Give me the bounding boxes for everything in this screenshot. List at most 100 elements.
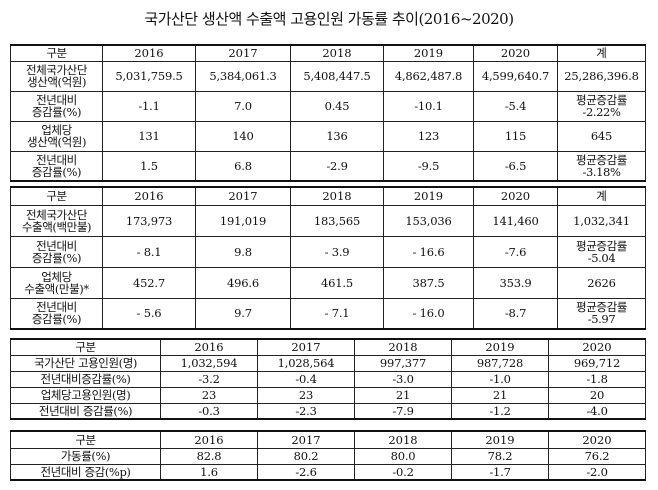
table-cell: -5.4 bbox=[473, 90, 558, 122]
table-cell: 131 bbox=[102, 120, 196, 152]
row-label: 업체당고용인원(명) bbox=[10, 386, 161, 404]
table-cell: 5,031,759.5 bbox=[102, 60, 196, 92]
table-row: 전체국가산단 생산액(억원) 5,031,759.5 5,384,061.3 5… bbox=[10, 60, 646, 92]
header-cell: 2017 bbox=[195, 186, 291, 206]
table-cell: 5,384,061.3 bbox=[195, 60, 291, 92]
table-cell: 387.5 bbox=[383, 266, 474, 299]
table-cell: 5,408,447.5 bbox=[290, 60, 384, 92]
row-label: 가동률(%) bbox=[10, 447, 161, 465]
table-cell: 1.5 bbox=[102, 150, 196, 182]
table-row: 전년대비 증감률(%) 1.5 6.8 -2.9 -9.5 -6.5 평균증감률… bbox=[10, 150, 646, 182]
table-header-row: 구분 2016 2017 2018 2019 2020 계 bbox=[10, 186, 646, 206]
table-row: 전년대비 증감률(%) -1.1 7.0 0.45 -10.1 -5.4 평균증… bbox=[10, 90, 646, 122]
header-cell: 2016 bbox=[102, 186, 196, 206]
table-cell: 20 bbox=[548, 386, 646, 404]
table-cell: 1,032,341 bbox=[557, 204, 646, 237]
table-cell: 78.2 bbox=[451, 447, 549, 465]
table-cell: 80.2 bbox=[257, 447, 355, 465]
header-cell: 2017 bbox=[195, 44, 291, 62]
table-cell: -10.1 bbox=[383, 90, 474, 122]
header-cell: 2019 bbox=[451, 430, 549, 449]
table-cell: 7.0 bbox=[195, 90, 291, 122]
row-label: 전년대비 증감(%p) bbox=[10, 463, 161, 481]
table-cell: 461.5 bbox=[290, 266, 384, 299]
table-row: 가동률(%) 82.8 80.2 80.0 78.2 76.2 bbox=[10, 447, 646, 465]
utilization-table: 구분 2016 2017 2018 2019 2020 가동률(%) 82.8 … bbox=[10, 430, 646, 481]
header-cell: 2020 bbox=[473, 44, 558, 62]
table-cell: 23 bbox=[160, 386, 258, 404]
table-cell: - 16.0 bbox=[383, 297, 474, 330]
header-cell: 2018 bbox=[354, 430, 452, 449]
header-cell: 2020 bbox=[473, 186, 558, 206]
table-cell: 1,032,594 bbox=[160, 354, 258, 372]
employment-table: 구분 2016 2017 2018 2019 2020 국가산단 고용인원(명)… bbox=[10, 338, 646, 420]
table-cell: 0.45 bbox=[290, 90, 384, 122]
table-cell: -1.8 bbox=[548, 370, 646, 388]
table-cell: -3.2 bbox=[160, 370, 258, 388]
table-cell: -3.0 bbox=[354, 370, 452, 388]
header-cell: 2017 bbox=[257, 430, 355, 449]
header-cell: 2016 bbox=[160, 430, 258, 449]
header-cell: 2020 bbox=[548, 338, 646, 356]
table-cell: 140 bbox=[195, 120, 291, 152]
table-cell: 997,377 bbox=[354, 354, 452, 372]
table-cell: -1.2 bbox=[451, 402, 549, 420]
row-label: 업체당 수출액(만불)* bbox=[10, 266, 103, 299]
table-cell: -0.3 bbox=[160, 402, 258, 420]
table-cell: 969,712 bbox=[548, 354, 646, 372]
row-label: 국가산단 고용인원(명) bbox=[10, 354, 161, 372]
row-label: 전체국가산단 수출액(백만불) bbox=[10, 204, 103, 237]
header-cell: 2016 bbox=[160, 338, 258, 356]
table-cell: 115 bbox=[473, 120, 558, 152]
table-cell: 987,728 bbox=[451, 354, 549, 372]
table-cell: 평균증감률 -5.04 bbox=[557, 235, 646, 268]
table-cell: 123 bbox=[383, 120, 474, 152]
table-cell: - 3.9 bbox=[290, 235, 384, 268]
table-cell: -6.5 bbox=[473, 150, 558, 182]
row-label: 전년대비 증감률(%) bbox=[10, 150, 103, 182]
table-cell: -7.6 bbox=[473, 235, 558, 268]
table-cell: - 7.1 bbox=[290, 297, 384, 330]
header-cell: 2017 bbox=[257, 338, 355, 356]
table-row: 업체당 생산액(억원) 131 140 136 123 115 645 bbox=[10, 120, 646, 152]
table-header-row: 구분 2016 2017 2018 2019 2020 bbox=[10, 338, 646, 356]
table-cell: 353.9 bbox=[473, 266, 558, 299]
table-cell: -0.4 bbox=[257, 370, 355, 388]
table-row: 국가산단 고용인원(명) 1,032,594 1,028,564 997,377… bbox=[10, 354, 646, 372]
table-cell: 645 bbox=[557, 120, 646, 152]
row-label: 전년대비 증감률(%) bbox=[10, 90, 103, 122]
row-label: 전년대비 증감률(%) bbox=[10, 235, 103, 268]
table-cell: 82.8 bbox=[160, 447, 258, 465]
table-cell: -2.3 bbox=[257, 402, 355, 420]
table-row: 전년대비증감률(%) -3.2 -0.4 -3.0 -1.0 -1.8 bbox=[10, 370, 646, 388]
table-cell: 평균증감률 -3.18% bbox=[557, 150, 646, 182]
header-cell: 2019 bbox=[383, 44, 474, 62]
exports-table: 구분 2016 2017 2018 2019 2020 계 전체국가산단 수출액… bbox=[10, 186, 646, 330]
row-label: 전년대비증감률(%) bbox=[10, 370, 161, 388]
header-cell: 2019 bbox=[383, 186, 474, 206]
table-cell: - 5.6 bbox=[102, 297, 196, 330]
table-cell: 80.0 bbox=[354, 447, 452, 465]
table-cell: -9.5 bbox=[383, 150, 474, 182]
table-row: 전체국가산단 수출액(백만불) 173,973 191,019 183,565 … bbox=[10, 204, 646, 237]
table-row: 업체당고용인원(명) 23 23 21 21 20 bbox=[10, 386, 646, 404]
row-label: 전년대비 증감률(%) bbox=[10, 297, 103, 330]
table-cell: -4.0 bbox=[548, 402, 646, 420]
table-cell: 평균증감률 -2.22% bbox=[557, 90, 646, 122]
page-title: 국가산단 생산액 수출액 고용인원 가동률 추이(2016~2020) bbox=[144, 10, 514, 28]
table-cell: -7.9 bbox=[354, 402, 452, 420]
table-cell: 2626 bbox=[557, 266, 646, 299]
row-label: 전년대비 증감률(%) bbox=[10, 402, 161, 420]
row-label: 전체국가산단 생산액(억원) bbox=[10, 60, 103, 92]
table-row: 전년대비 증감률(%) - 8.1 9.8 - 3.9 - 16.6 -7.6 … bbox=[10, 235, 646, 268]
table-cell: 21 bbox=[354, 386, 452, 404]
table-cell: -1.0 bbox=[451, 370, 549, 388]
production-table: 구분 2016 2017 2018 2019 2020 계 전체국가산단 생산액… bbox=[10, 44, 646, 182]
header-cell: 2019 bbox=[451, 338, 549, 356]
header-cell: 2016 bbox=[102, 44, 196, 62]
table-cell: 496.6 bbox=[195, 266, 291, 299]
table-cell: -1.1 bbox=[102, 90, 196, 122]
table-row: 전년대비 증감(%p) 1.6 -2.6 -0.2 -1.7 -2.0 bbox=[10, 463, 646, 481]
header-cell: 계 bbox=[557, 44, 646, 62]
header-cell: 구분 bbox=[10, 430, 161, 449]
